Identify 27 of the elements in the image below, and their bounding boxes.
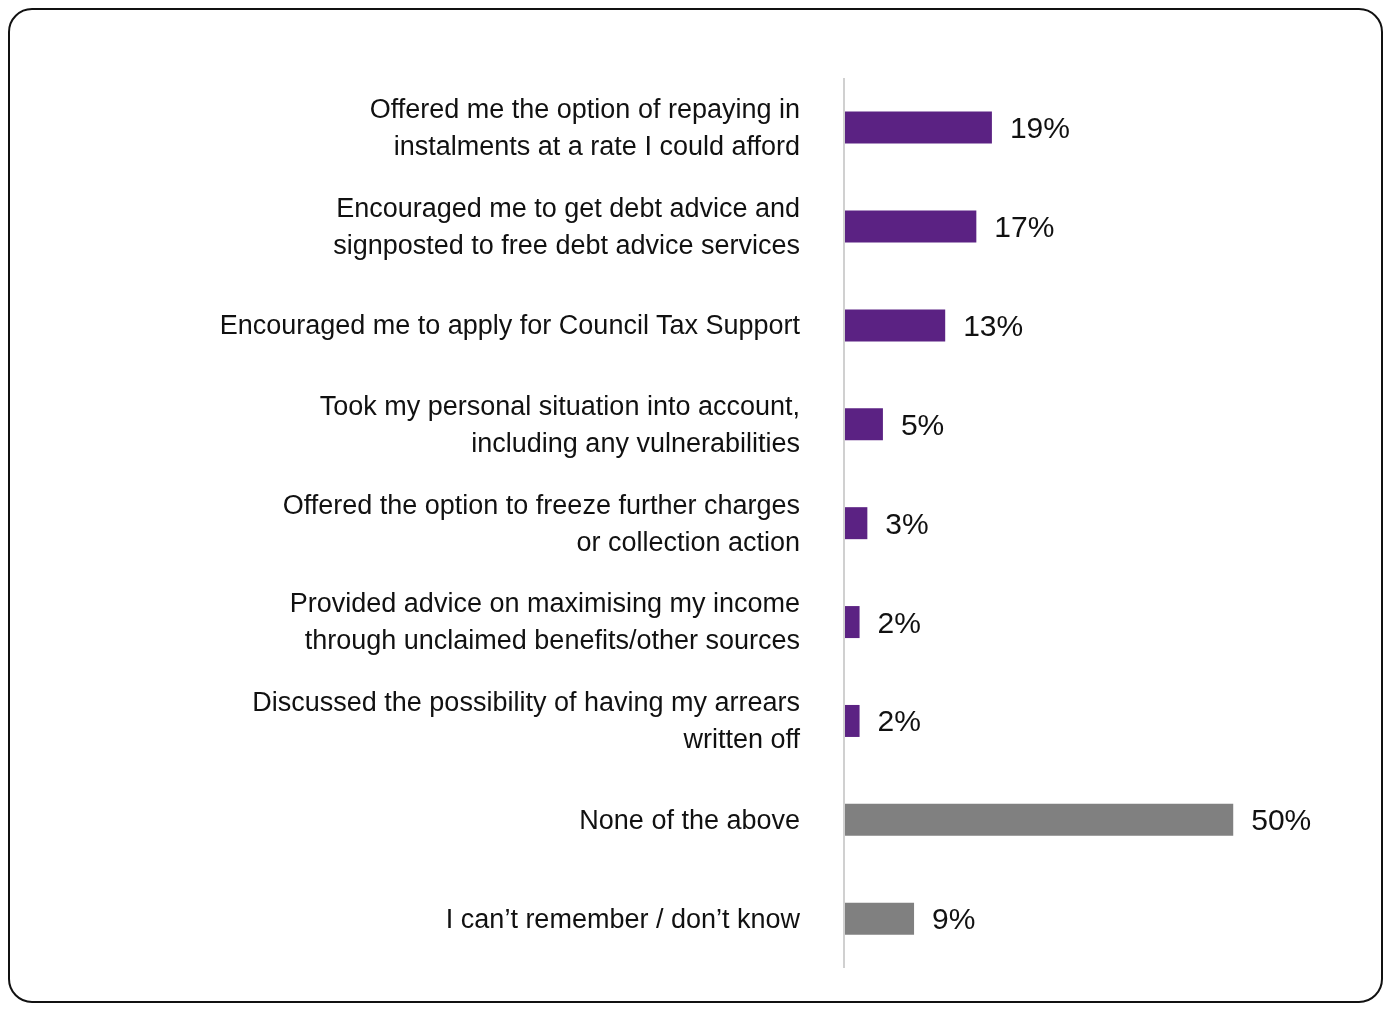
bar	[844, 408, 883, 441]
y-tick-label: Encouraged me to get debt advice and signposted to free debt advice services	[333, 192, 800, 260]
bar	[844, 210, 977, 243]
y-tick-label: Discussed the possibility of having my arrears written off	[252, 687, 801, 755]
data-label: 3%	[885, 506, 929, 540]
data-label: 17%	[994, 210, 1055, 244]
data-label: 5%	[900, 407, 945, 441]
y-tick-label: None of the above	[579, 804, 800, 835]
y-tick-label: Offered me the option of repaying in instalments at a rate I could afford	[369, 93, 800, 161]
data-label: 2%	[877, 605, 921, 639]
y-tick-label: Encouraged me to apply for Council Tax Support	[219, 310, 801, 341]
y-tick-label: I can’t remember / don’t know	[445, 903, 801, 934]
bar	[844, 111, 992, 144]
bar	[844, 803, 1234, 836]
y-tick-label: Offered the option to freeze further charges or collection action	[282, 489, 800, 557]
bar	[844, 606, 860, 639]
y-tick-label: Provided advice on maximising my income through unclaimed benefits/other sources	[289, 588, 800, 656]
y-tick-label: Took my personal situation into account, including any vulnerabilities	[319, 390, 800, 458]
bar	[844, 309, 946, 342]
data-label: 13%	[963, 308, 1024, 342]
data-label: 2%	[877, 704, 921, 738]
bar	[844, 704, 860, 737]
bar	[844, 507, 868, 540]
data-label: 19%	[1009, 111, 1070, 145]
bar	[844, 902, 915, 935]
data-label: 50%	[1251, 803, 1312, 837]
data-label: 9%	[932, 902, 976, 936]
